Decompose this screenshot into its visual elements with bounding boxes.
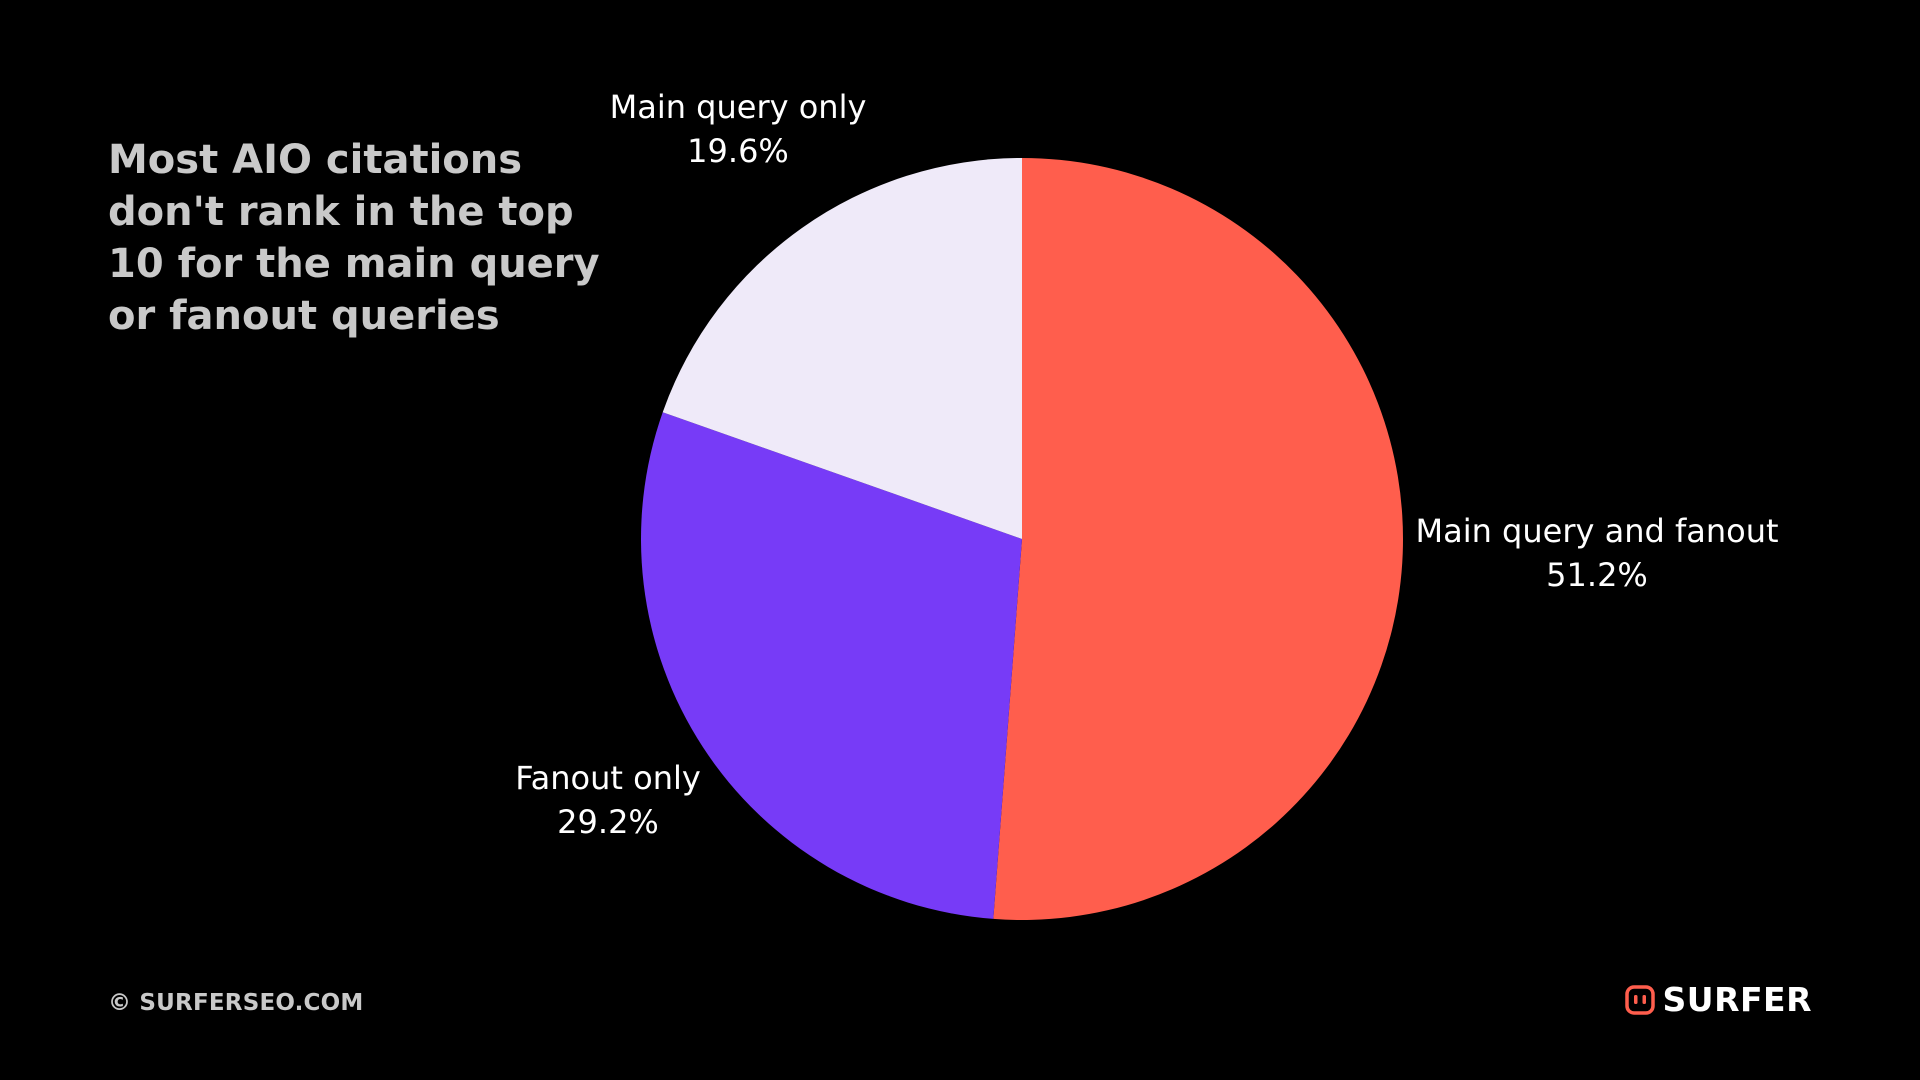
slice-value-label: 29.2% xyxy=(557,803,659,841)
pie-slice-main-query-and-fanout xyxy=(993,158,1403,920)
copyright-text: © SURFERSEO.COM xyxy=(108,990,364,1016)
surfer-logo-icon xyxy=(1624,984,1655,1015)
pie-slices xyxy=(641,157,1403,920)
pie-slice-main-query-only xyxy=(662,157,1022,540)
slice-label: Fanout only xyxy=(515,759,701,797)
slice-value-label: 19.6% xyxy=(687,132,789,170)
slice-label: Main query and fanout xyxy=(1415,512,1778,550)
slice-label: Main query only xyxy=(610,88,867,126)
pie-labels: Main query and fanout 51.2% Fanout only 29.… xyxy=(515,88,1778,841)
pie-slice-fanout-only xyxy=(641,412,1022,919)
slice-value-label: 51.2% xyxy=(1546,556,1648,594)
brand-name: SURFER xyxy=(1662,980,1812,1019)
chart-title: Most AIO citations don't rank in the top… xyxy=(108,137,600,339)
brand-logo: SURFER xyxy=(1624,980,1812,1019)
